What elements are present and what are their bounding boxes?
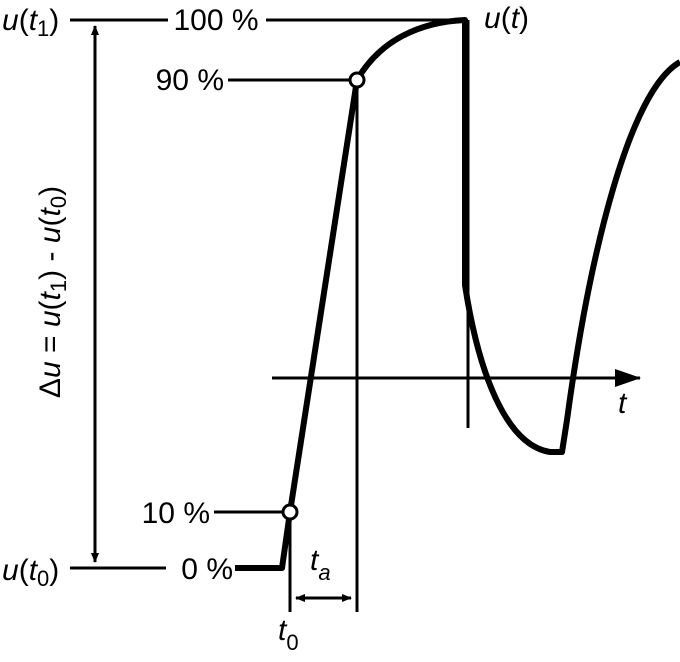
label-part: t: [29, 4, 39, 37]
label-part: u: [34, 361, 67, 378]
percent-100: 100 %: [173, 4, 258, 37]
label-part: (: [34, 217, 67, 227]
delta-label: Δu = u(t1) - u(t0): [34, 186, 71, 398]
ninety-point: [348, 71, 366, 89]
label-part: ): [49, 4, 59, 37]
label-part: ) -: [34, 243, 67, 280]
label-part: (: [34, 300, 67, 310]
label-part: (: [19, 4, 29, 37]
percent-90: 90 %: [156, 64, 224, 97]
axis-label: t: [618, 387, 628, 420]
label-part: (: [501, 2, 511, 35]
label-part: t: [310, 544, 320, 577]
label-part: Δ: [34, 378, 67, 398]
label-part: u: [34, 226, 67, 243]
percent-0: 0 %: [181, 553, 233, 586]
label-part: t: [29, 554, 39, 587]
label-part: 0: [37, 566, 49, 591]
label-part: t: [278, 614, 288, 647]
label-part: u: [484, 2, 501, 35]
u-t1-label: u(t1): [2, 4, 59, 41]
label-part: ): [49, 554, 59, 587]
curve-label: u(t): [484, 2, 529, 35]
label-part: 0: [286, 630, 298, 655]
label-part: t: [511, 2, 521, 35]
label-part: t: [34, 290, 67, 300]
percent-10: 10 %: [142, 497, 210, 530]
label-part: =: [34, 327, 67, 361]
label-part: t: [34, 207, 67, 217]
label-part: 1: [37, 16, 49, 41]
label-part: ): [34, 186, 67, 196]
label-part: u: [2, 4, 19, 37]
label-part: u: [2, 554, 19, 587]
label-part: 0: [46, 196, 71, 208]
label-part: u: [34, 310, 67, 327]
label-part: 1: [46, 280, 71, 292]
rise-time-label: ta: [310, 544, 331, 585]
label-part: (: [19, 554, 29, 587]
label-part: ): [519, 2, 529, 35]
start-label: t0: [278, 614, 299, 655]
u-t0-label: u(t0): [2, 554, 59, 591]
ten-point: [281, 503, 299, 521]
label-part: a: [318, 560, 330, 585]
waveform: [235, 17, 680, 571]
